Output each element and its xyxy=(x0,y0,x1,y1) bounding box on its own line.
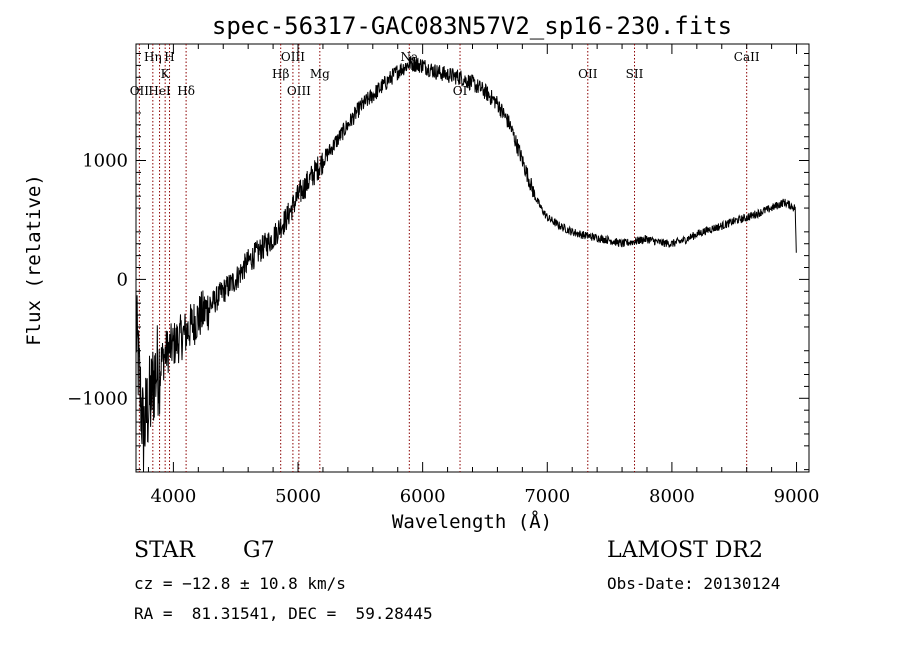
y-tick-label: 0 xyxy=(117,269,128,290)
x-axis-label: Wavelength (Å) xyxy=(392,510,552,533)
spectral-line-label: OII xyxy=(578,67,598,81)
x-tick-label: 9000 xyxy=(774,486,820,507)
x-axis-ticks: 4000 5000 6000 7000 8000 9000 xyxy=(147,44,820,507)
spectral-line-label: Hδ xyxy=(177,84,195,98)
object-class: STAR xyxy=(134,538,195,563)
coordinates-text: RA = 81.31541, DEC = 59.28445 xyxy=(134,604,433,623)
spectral-line-label: OIII xyxy=(281,50,305,64)
velocity-text: cz = −12.8 ± 10.8 km/s xyxy=(134,574,346,593)
spectral-line-label: OI xyxy=(453,84,468,98)
x-tick-label: 6000 xyxy=(400,486,446,507)
spectral-line-label: H xyxy=(164,50,174,64)
plot-frame xyxy=(135,43,810,473)
spectral-line-label: K xyxy=(161,67,171,81)
obs-date: Obs-Date: 20130124 xyxy=(607,574,781,593)
spectral-line-label: Mg xyxy=(310,67,330,81)
y-axis-label: Flux (relative) xyxy=(23,174,45,346)
spectral-line-label: SII xyxy=(626,67,644,81)
chart-title: spec-56317-GAC083N57V2_sp16-230.fits xyxy=(212,12,732,40)
x-tick-label: 8000 xyxy=(649,486,695,507)
x-tick-label: 7000 xyxy=(524,486,570,507)
y-tick-label: −1000 xyxy=(67,388,128,409)
spectral-line-label: Hη xyxy=(144,50,162,64)
y-tick-label: 1000 xyxy=(82,151,128,172)
spectral-line-label: OIII xyxy=(287,84,311,98)
subclass: G7 xyxy=(243,538,275,563)
spectral-line-label: HeI xyxy=(148,84,171,98)
spectral-line-label: OII xyxy=(130,84,150,98)
y-axis-ticks: −1000 0 1000 xyxy=(67,53,809,471)
spectrum-line xyxy=(135,55,797,473)
spectral-line-label: Hβ xyxy=(272,67,289,81)
x-tick-label: 5000 xyxy=(275,486,321,507)
spectral-line-label: CaII xyxy=(734,50,760,64)
x-tick-label: 4000 xyxy=(150,486,196,507)
survey-name: LAMOST DR2 xyxy=(607,538,763,563)
